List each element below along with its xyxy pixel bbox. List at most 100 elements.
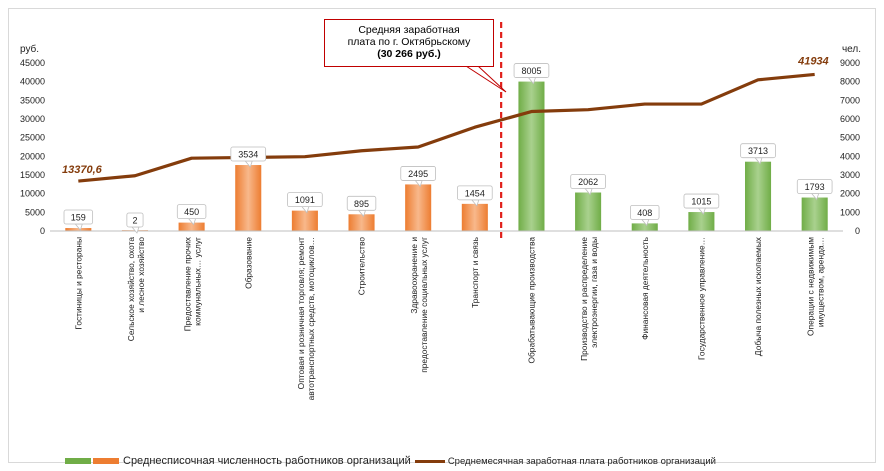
y-left-tick-label: 15000 [20,170,45,180]
bar-data-label: 408 [637,208,652,218]
x-tick-label-line: автотранспортных средств, мотоциклов… [306,237,316,400]
callout-pointer [464,65,507,93]
bar-data-label: 3713 [748,146,768,156]
bar-data-label: 2 [132,215,137,225]
x-tick-label-line: имуществом, аренда… [816,237,826,327]
y-left-tick-label: 10000 [20,189,45,199]
y-left-tick-label: 0 [40,226,45,236]
y-left-tick-label: 45000 [20,58,45,68]
x-tick-label-line: Государственное управление… [696,237,706,360]
bar-data-label: 1793 [805,182,825,192]
y-right-tick-label: 4000 [840,151,860,161]
legend-line-label: Среднемесячная заработная плата работник… [447,455,716,467]
legend: Среднесписочная численность работников о… [65,454,716,468]
y-right-tick-label: 2000 [840,189,860,199]
x-tick-label-line: электроэнергии, газа и воды [589,237,599,348]
bar-data-label: 8005 [521,66,541,76]
bar-label-box [63,209,94,225]
x-tick-label: Производство и распределениеэлектроэнерг… [579,237,599,361]
bar [575,192,602,231]
bar-data-label: 1015 [691,197,711,207]
x-tick-label-line: Гостиницы и рестораны [73,237,83,330]
x-tick-label-line: Образование [243,237,253,289]
callout-line-1: Средняя заработная [358,24,460,36]
x-tick-label-line: Производство и распределение [579,237,589,361]
bar-label-box [346,195,377,211]
bar-label-box [126,212,144,228]
bar-label-box [176,204,207,220]
bar-label-box [630,204,660,220]
x-tick-label: Оптовая и розничная торговля; ремонтавто… [296,237,316,401]
bar [348,214,375,231]
bar [291,210,318,231]
x-tick-label: Государственное управление… [696,237,706,360]
salary-line [78,72,815,183]
x-tick-label-line: предоставление социальных услуг [419,237,429,373]
line-first-label: 13370,6 [62,164,103,176]
bar-data-label: 2062 [578,177,598,187]
y-right-unit-label: чел. [842,44,861,55]
x-tick-label-line: Здравоохранение и [409,237,419,314]
callout-line-3: (30 266 руб.) [377,48,441,60]
x-tick-label: Транспорт и связь [470,236,480,308]
x-tick-label: Здравоохранение ипредоставление социальн… [409,237,429,373]
bar-label-box [513,63,550,78]
x-tick-label-line: Транспорт и связь [470,236,480,308]
bar [745,161,772,231]
x-tick-label-line: коммунальных… услуг [193,237,203,326]
bar [518,81,545,231]
x-tick-label: Предоставление прочихкоммунальных… услуг [183,236,203,331]
line-last-label: 41934 [797,55,829,67]
x-tick-label-line: Сельское хозяйство, охота [126,237,136,342]
y-left-tick-label: 25000 [20,133,45,143]
bar-label-box [740,143,776,159]
bar-label-box [400,166,436,181]
y-right-tick-label: 7000 [840,95,860,105]
y-left-tick-label: 40000 [20,77,45,87]
bar [801,197,828,231]
bar-data-label: 450 [184,207,199,217]
legend-swatch-orange [93,458,119,464]
bar [65,228,92,231]
bar [688,212,715,231]
x-tick-label-line: Оптовая и розничная торговля; ремонт [296,237,306,389]
x-tick-label: Образование [243,237,253,289]
x-tick-label: Добыча полезных ископаемых [753,236,763,356]
legend-swatch-green [65,458,91,464]
y-right-tick-label: 6000 [840,114,860,124]
bar-data-label: 1091 [295,195,315,205]
bar [405,184,432,231]
x-tick-label: Сельское хозяйство, охотаи лесное хозяйс… [126,237,146,342]
legend-line-swatch [414,459,445,463]
legend-bar-label: Среднесписочная численность работников о… [123,455,411,467]
bar-label-box [570,174,606,189]
bar-label-box [457,185,493,201]
bar-label-box [796,179,833,194]
x-tick-label-line: Финансовая деятельность [640,236,650,340]
bar [631,223,658,231]
x-tick-label-line: Обрабатывающие производства [526,237,536,364]
callout-line-2: плата по г. Октябрьскому [347,36,471,48]
bar-data-label: 895 [354,199,369,209]
bar-label-box [683,193,720,209]
y-left-unit-label: руб. [20,43,39,55]
chart-frame [8,8,876,463]
average-salary-callout: Средняя заработная плата по г. Октябрьск… [324,19,494,67]
x-tick-label-line: и лесное хозяйство [136,237,146,313]
x-tick-label-line: Предоставление прочих [183,236,193,331]
bar-label-box [230,146,267,162]
bar-label-box [287,192,323,208]
x-tick-label-line: Строительство [357,237,367,296]
y-right-tick-label: 5000 [840,133,860,143]
y-right-tick-label: 3000 [840,170,860,180]
x-tick-label-line: Операции с недвижимым [806,237,816,336]
x-tick-label-line: Добыча полезных ископаемых [753,236,763,356]
y-left-tick-label: 30000 [20,114,45,124]
bar-data-label: 159 [71,213,86,223]
y-right-tick-label: 0 [855,226,860,236]
y-right-tick-label: 9000 [840,58,860,68]
bar-data-label: 3534 [238,150,258,160]
y-left-tick-label: 20000 [20,151,45,161]
